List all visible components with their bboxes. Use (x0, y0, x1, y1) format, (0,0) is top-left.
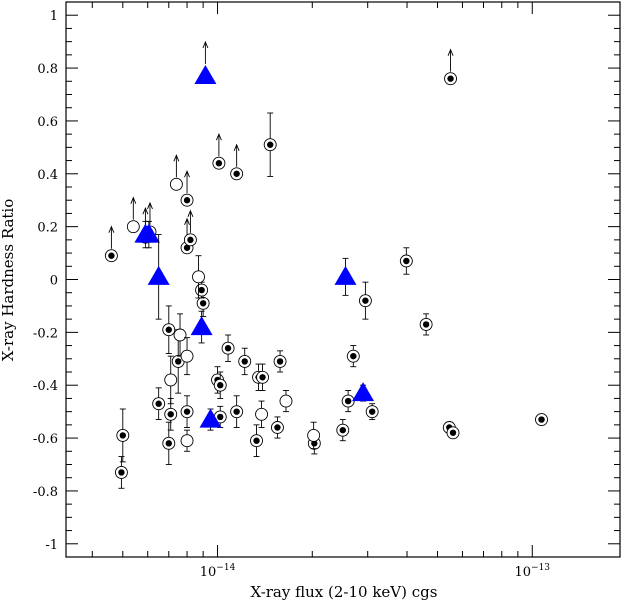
data-point-triangle (334, 265, 357, 285)
y-tick-labels: -1 -0.8 -0.6 -0.4 -0.2 0 0.2 0.4 0.6 0.8 1 (33, 9, 58, 553)
data-point-dot (119, 432, 126, 439)
limit-arrow-head (184, 170, 190, 178)
y-tick-label: 0.8 (37, 62, 58, 77)
data-point-dot (233, 408, 240, 415)
y-tick-label: 0.6 (37, 115, 58, 130)
data-point-dot (339, 426, 346, 434)
data-point-open-circle (192, 270, 205, 284)
data-point-dot (224, 345, 232, 352)
data-point-dot (538, 416, 545, 423)
data-point-triangle (199, 408, 222, 428)
data-marks (104, 40, 548, 489)
data-point-dot (217, 382, 224, 389)
data-point-dot (253, 437, 260, 444)
data-point-dot (155, 400, 162, 407)
data-point-dot (199, 300, 207, 307)
data-point-open-circle (307, 428, 321, 442)
data-point-open-circle (279, 394, 293, 408)
data-point-open-circle (180, 349, 194, 363)
data-point-dot (266, 141, 274, 148)
data-point-dot (165, 326, 172, 333)
y-tick-label: -0.2 (33, 326, 58, 341)
x-tick-labels: 10−14 10−13 (200, 563, 551, 580)
data-point-dot (217, 413, 224, 421)
data-point-open-circle (173, 328, 187, 342)
data-point-triangle (190, 316, 213, 336)
axis-ticks (66, 1, 620, 558)
data-point-dot (259, 374, 266, 381)
limit-arrow-head (173, 154, 180, 162)
data-point-dot (422, 321, 430, 328)
y-tick-label: 0.4 (37, 168, 58, 183)
data-point-open-circle (164, 373, 178, 387)
data-point-open-circle (255, 407, 269, 421)
data-point-dot (276, 358, 284, 365)
limit-arrow-head (215, 133, 222, 141)
x-axis-label: X-ray flux (2-10 keV) cgs (251, 583, 438, 601)
limit-arrow-head (202, 40, 209, 49)
data-point-dot (183, 197, 191, 204)
limit-arrow-head (108, 225, 115, 233)
y-tick-label: 1 (50, 9, 58, 24)
limit-arrow-head (184, 217, 190, 225)
limit-arrow-head (147, 201, 153, 210)
data-point-dot (344, 397, 352, 405)
y-axis-label: X-ray Hardness Ratio (0, 199, 17, 362)
data-point-triangle (352, 382, 375, 402)
data-point-triangle (147, 265, 170, 285)
data-point-triangle (137, 223, 160, 243)
x-tick-label: 10−13 (514, 563, 550, 580)
limit-arrow-head (187, 209, 194, 218)
data-point-dot (175, 358, 182, 365)
data-point-dot (183, 244, 191, 251)
y-tick-label: -0.4 (33, 379, 58, 394)
limit-arrow-head (447, 48, 454, 56)
data-point-dot (362, 297, 369, 304)
data-point-open-circle (126, 220, 140, 234)
data-point-dot (449, 429, 457, 436)
x-tick-label: 10−14 (200, 563, 236, 580)
data-point-dot (183, 408, 191, 415)
data-point-triangle (194, 65, 217, 84)
y-tick-label: -0.8 (33, 485, 58, 500)
y-tick-label: 0.2 (37, 221, 58, 236)
data-point-dot (165, 440, 172, 447)
y-tick-label: -1 (45, 538, 58, 553)
data-point-dot (350, 352, 357, 360)
limit-arrow-head (142, 207, 149, 215)
data-point-dot (167, 411, 174, 418)
limit-arrow-head (130, 196, 137, 204)
data-point-dot (447, 75, 454, 82)
data-point-open-circle (180, 434, 194, 448)
data-point-dot (403, 257, 410, 265)
y-tick-label: -0.6 (33, 432, 58, 447)
y-tick-label: 0 (50, 274, 58, 289)
data-point-dot (215, 160, 223, 167)
data-point-dot (241, 358, 248, 365)
data-point-dot (368, 408, 376, 415)
data-point-dot (233, 170, 240, 177)
data-point-dot (118, 469, 125, 476)
data-point-dot (198, 286, 205, 294)
limit-arrow-head (233, 143, 240, 151)
data-point-open-circle (169, 177, 183, 191)
data-point-dot (274, 424, 281, 431)
data-point-dot (108, 252, 115, 259)
data-point-dot (187, 236, 194, 244)
